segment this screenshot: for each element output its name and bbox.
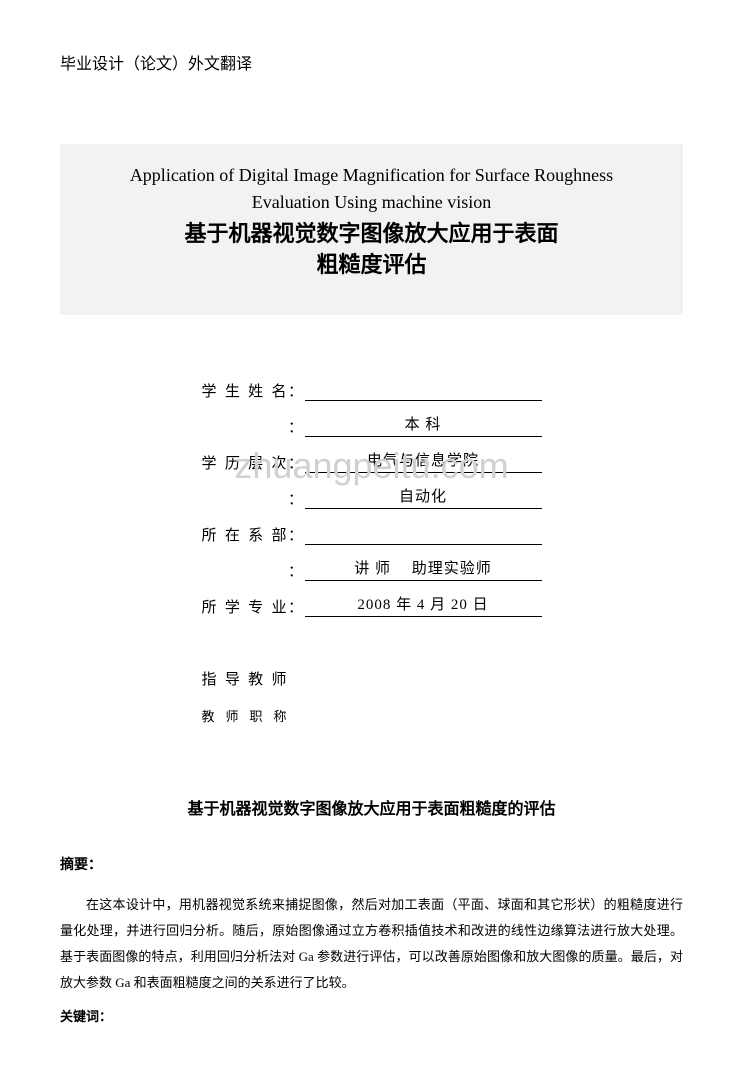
info-colon: ：	[287, 596, 305, 617]
info-colon: ：	[287, 524, 305, 545]
info-value: 讲 师 助理实验师	[305, 557, 542, 581]
info-label: 所学专业	[202, 596, 287, 617]
article-title: 基于机器视觉数字图像放大应用于表面粗糙度的评估	[60, 795, 683, 819]
keywords-label: 关键词：	[60, 1006, 683, 1025]
info-row: 所学专业 ： 2008 年 4 月 20 日	[202, 591, 542, 617]
info-label: 指导教师	[202, 668, 287, 689]
info-row: 学生姓名 ：	[202, 375, 542, 401]
title-box: Application of Digital Image Magnificati…	[60, 144, 683, 315]
info-label: 教师职称	[202, 706, 287, 725]
info-value: 本 科	[305, 413, 542, 437]
info-label: 学历层次	[202, 452, 287, 473]
info-row	[202, 627, 542, 653]
info-colon: ：	[287, 416, 305, 437]
info-section: 学生姓名 ： ： 本 科 学历层次 ： 电气与信息学院 ： 自动化 所在系部 ：…	[202, 375, 542, 725]
info-value: 自动化	[305, 485, 542, 509]
title-chinese-line2: 粗糙度评估	[90, 250, 653, 281]
info-row: ： 讲 师 助理实验师	[202, 555, 542, 581]
info-row: 指导教师	[202, 663, 542, 689]
document-page: 毕业设计（论文）外文翻译 Application of Digital Imag…	[0, 0, 743, 1065]
info-row: ： 自动化	[202, 483, 542, 509]
info-row: 所在系部 ：	[202, 519, 542, 545]
title-chinese-line1: 基于机器视觉数字图像放大应用于表面	[90, 219, 653, 250]
info-label: 所在系部	[202, 524, 287, 545]
abstract-body: 在这本设计中，用机器视觉系统来捕捉图像，然后对加工表面（平面、球面和其它形状）的…	[60, 892, 683, 996]
info-value	[305, 381, 542, 401]
info-value: 电气与信息学院	[305, 449, 542, 473]
info-colon: ：	[287, 560, 305, 581]
info-row: ： 本 科	[202, 411, 542, 437]
title-english-line2: Evaluation Using machine vision	[90, 191, 653, 214]
info-value: 2008 年 4 月 20 日	[305, 593, 542, 617]
info-colon: ：	[287, 452, 305, 473]
title-english-line1: Application of Digital Image Magnificati…	[90, 164, 653, 187]
document-header: 毕业设计（论文）外文翻译	[60, 50, 683, 74]
info-colon: ：	[287, 488, 305, 509]
info-label: 学生姓名	[202, 380, 287, 401]
info-colon: ：	[287, 380, 305, 401]
info-row: 教师职称	[202, 699, 542, 725]
info-row: 学历层次 ： 电气与信息学院	[202, 447, 542, 473]
abstract-label: 摘要：	[60, 854, 683, 874]
info-value	[305, 525, 542, 545]
